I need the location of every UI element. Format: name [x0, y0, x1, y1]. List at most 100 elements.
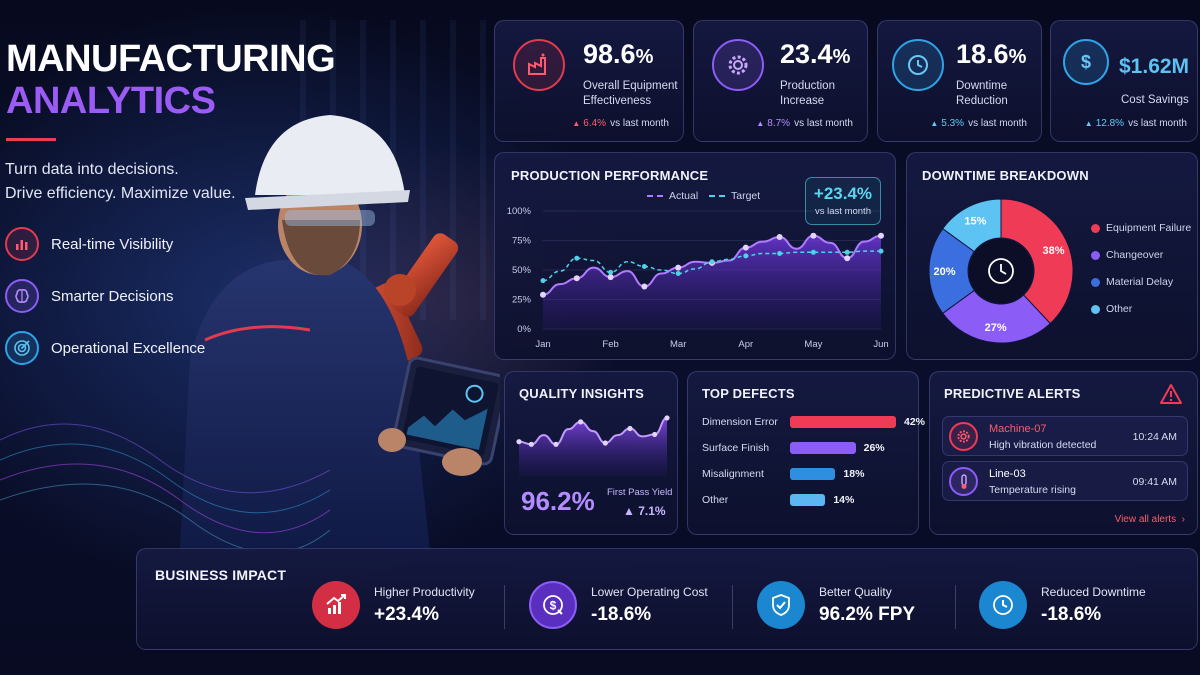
slice-label: 20%: [933, 266, 955, 278]
defect-row: Surface Finish 26%: [702, 441, 885, 455]
alert-message: High vibration detected: [989, 439, 1097, 451]
business-impact-card: BUSINESS IMPACT Higher Productivity +23.4…: [136, 548, 1198, 650]
impact-text: Reduced Downtime -18.6%: [1041, 585, 1146, 626]
alert-item-line-03[interactable]: Line-03 Temperature rising 09:41 AM: [942, 461, 1188, 501]
target-point: [777, 250, 783, 256]
particle-wave: [0, 423, 330, 550]
y-tick-label: 0%: [517, 324, 531, 335]
kpi-value: 23.4%: [780, 39, 851, 69]
card-title: TOP DEFECTS: [702, 386, 795, 401]
hero-tagline: Turn data into decisions. Drive efficien…: [5, 158, 236, 206]
kpi-card-oee[interactable]: 98.6% Overall Equipment Effectiveness ▲ 6.…: [494, 20, 684, 142]
actual-point: [540, 291, 546, 298]
target-point: [540, 278, 546, 284]
legend-swatch: [1091, 304, 1100, 314]
x-tick-label: Feb: [602, 339, 618, 350]
hero-tagline-line2: Drive efficiency. Maximize value.: [5, 185, 236, 202]
actual-point: [742, 244, 749, 251]
legend-material-delay: Material Delay: [1091, 276, 1173, 288]
defect-value: 26%: [863, 442, 885, 454]
quality-point: [652, 431, 658, 438]
legend-swatch: [1091, 223, 1100, 233]
y-tick-label: 75%: [512, 236, 532, 247]
fpy-value: 96.2%: [521, 486, 595, 516]
impact-label: Better Quality: [819, 584, 892, 599]
quality-point: [528, 441, 534, 447]
donut-slice: [1000, 198, 1074, 325]
tablet: [392, 356, 500, 466]
actual-point: [675, 264, 682, 271]
alert-name: Machine-07: [989, 423, 1047, 435]
alert-message: Temperature rising: [989, 484, 1076, 496]
kpi-label: Production Increase: [780, 80, 835, 107]
legend-other: Other: [1091, 303, 1132, 315]
defect-bar: [790, 468, 836, 480]
kpi-card-cost-savings[interactable]: $ $1.62M Cost Savings ▲ 12.8% vs last mont…: [1050, 20, 1198, 142]
legend-equipment-failure: Equipment Failure: [1091, 222, 1191, 234]
target-point: [574, 255, 580, 261]
defect-row: Misalignment 18%: [702, 467, 864, 481]
quality-point: [602, 440, 608, 446]
feature-label: Smarter Decisions: [51, 287, 174, 305]
bar-chart-icon: [5, 227, 39, 261]
feature-operational-excellence: Operational Excellence: [5, 331, 205, 365]
kpi-value: $1.62M: [1119, 55, 1190, 78]
target-icon: [5, 331, 39, 365]
impact-label: Higher Productivity: [374, 584, 475, 599]
target-point: [709, 259, 715, 265]
quality-insights-card: QUALITY INSIGHTS 96.2% First Pass Yield …: [504, 371, 678, 535]
feature-realtime-visibility: Real-time Visibility: [5, 227, 173, 261]
thermometer-icon: [949, 467, 978, 496]
kpi-card-downtime[interactable]: 18.6% Downtime Reduction ▲ 5.3% vs last mon…: [877, 20, 1042, 142]
kpi-card-production[interactable]: 23.4% Production Increase ▲ 8.7% vs last mo…: [693, 20, 868, 142]
divider: [955, 585, 956, 629]
fpy-label: First Pass Yield: [607, 487, 673, 498]
kpi-label: Cost Savings: [1121, 94, 1189, 106]
quality-line: [518, 416, 668, 446]
target-point: [608, 269, 614, 275]
quality-point: [627, 425, 633, 432]
brain-icon: [5, 279, 39, 313]
legend-swatch: [1091, 250, 1100, 260]
defect-label: Surface Finish: [702, 442, 770, 454]
impact-label: Reduced Downtime: [1041, 584, 1146, 599]
slice-label: 15%: [964, 216, 986, 228]
view-all-alerts-link[interactable]: View all alerts ›: [1114, 514, 1185, 525]
kpi-label: Downtime Reduction: [956, 80, 1008, 107]
kpi-delta: ▲ 5.3% vs last month: [930, 118, 1027, 129]
card-title: PREDICTIVE ALERTS: [944, 386, 1081, 401]
x-tick-label: May: [804, 339, 822, 350]
hero-title: MANUFACTURING ANALYTICS: [6, 38, 336, 122]
kpi-label: Overall Equipment Effectiveness: [583, 80, 678, 107]
impact-lower-operating-cost: $ Lower Operating Cost -18.6%: [529, 581, 708, 629]
feature-smarter-decisions: Smarter Decisions: [5, 279, 174, 313]
growth-badge: +23.4% vs last month: [805, 177, 881, 225]
legend-swatch: [1091, 277, 1100, 287]
legend-swatch: [647, 195, 663, 197]
factory-icon: [513, 39, 565, 91]
impact-value: -18.6%: [591, 603, 652, 625]
feature-label: Real-time Visibility: [51, 235, 174, 253]
dollar-icon: $: [1063, 39, 1109, 85]
alert-item-machine-07[interactable]: Machine-07 High vibration detected 10:24…: [942, 416, 1188, 456]
target-point: [844, 249, 850, 255]
quality-point: [516, 439, 522, 445]
engineer-illustration: [180, 115, 500, 550]
legend-changeover: Changeover: [1091, 249, 1163, 261]
donut-slice: [942, 289, 1051, 344]
actual-point: [573, 275, 580, 282]
card-title: PRODUCTION PERFORMANCE: [511, 168, 709, 183]
alert-time: 10:24 AM: [1132, 431, 1177, 443]
target-point: [675, 271, 681, 277]
alert-name: Line-03: [989, 468, 1026, 480]
hero-title-line1: MANUFACTURING: [6, 38, 336, 80]
quality-point: [553, 441, 559, 447]
divider: [504, 585, 505, 629]
card-title: BUSINESS IMPACT: [155, 567, 287, 583]
production-performance-card: PRODUCTION PERFORMANCE Actual Target +23…: [494, 152, 896, 360]
impact-better-quality: Better Quality 96.2% FPY: [757, 581, 915, 629]
defect-label: Other: [702, 494, 729, 506]
quality-point: [664, 415, 670, 421]
x-tick-label: Jan: [535, 339, 550, 350]
impact-text: Better Quality 96.2% FPY: [819, 585, 915, 626]
